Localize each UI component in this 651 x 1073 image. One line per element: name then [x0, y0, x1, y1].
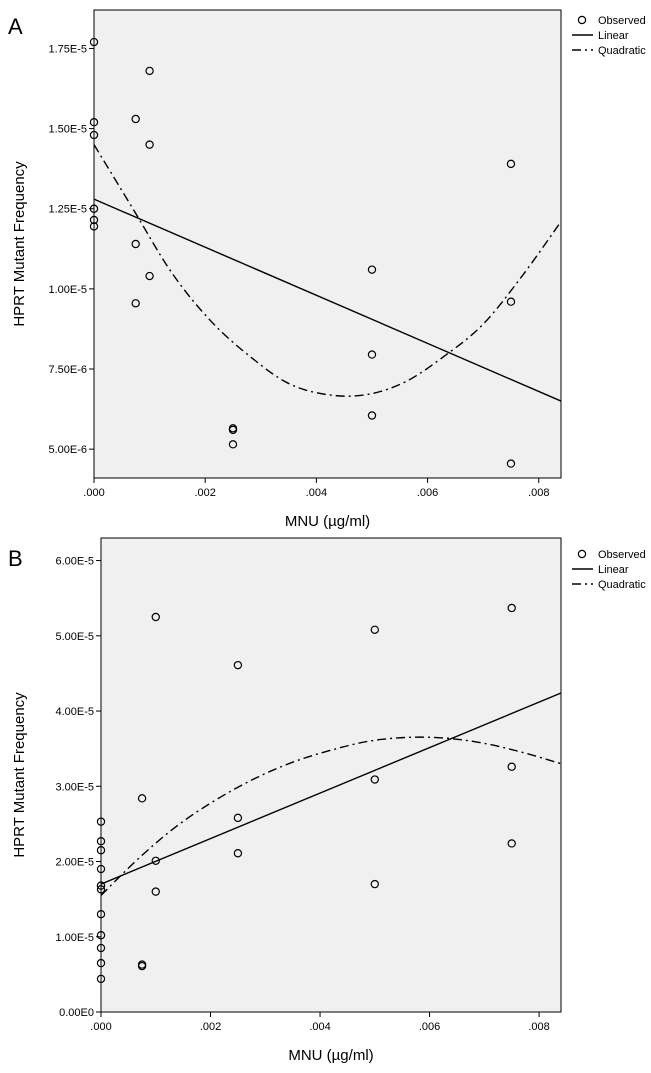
y-tick-label: 1.00E-5 [48, 284, 87, 296]
observed-point [228, 440, 238, 449]
legend-observed-marker [577, 549, 587, 559]
x-tick-label: .006 [419, 1021, 440, 1033]
observed-point [137, 794, 147, 803]
observed-point [367, 350, 377, 359]
observed-point [370, 625, 380, 634]
linear-fit-line [94, 198, 561, 402]
x-tick-label: .002 [194, 487, 215, 499]
plot-area [101, 538, 561, 1012]
panel-label: A [8, 14, 23, 39]
observed-point [507, 839, 516, 848]
panel-label: B [8, 546, 23, 571]
y-tick-label: 7.50E-6 [48, 364, 87, 376]
observed-point [131, 239, 140, 249]
observed-point [233, 849, 243, 858]
y-axis-title: HPRT Mutant Frequency [11, 161, 28, 327]
x-tick-label: .000 [83, 487, 104, 499]
plot-frame [100, 537, 562, 1013]
observed-point [131, 299, 140, 308]
y-tick-label: 4.00E-5 [55, 706, 94, 718]
y-tick-label: 1.75E-5 [48, 43, 87, 55]
observed-point [233, 813, 243, 823]
observed-point [370, 775, 380, 784]
y-tick-label: 5.00E-6 [48, 444, 87, 456]
legend-quadratic-label: Quadratic [598, 579, 646, 591]
observed-point [506, 297, 516, 306]
x-axis-title: MNU (µg/ml) [288, 1047, 373, 1064]
observed-point [228, 425, 238, 435]
y-tick-label: 6.00E-5 [55, 556, 94, 568]
panel-b: B .000 .002 .004 .006 .008 0.00E0 1.00E-5 2.00E-… [8, 537, 646, 1064]
x-tick-label: .004 [309, 1021, 330, 1033]
x-tick-label: .002 [200, 1021, 221, 1033]
observed-point [233, 660, 243, 670]
y-tick-label: 1.00E-5 [55, 932, 94, 944]
x-tick-label: .004 [306, 487, 327, 499]
observed-point [370, 879, 380, 889]
observed-point [145, 271, 154, 281]
observed-point [145, 66, 154, 76]
x-axis-title: MNU (µg/ml) [285, 513, 370, 530]
plot-frame [93, 9, 562, 479]
plot-area [94, 10, 561, 478]
observed-point [507, 762, 516, 771]
panel-a: A .000 .002 .004 .006 .008 5.00E-6 7.50E-6 1.00E… [8, 9, 646, 530]
legend-quadratic-label: Quadratic [598, 45, 646, 57]
observed-point [506, 459, 516, 468]
x-tick-label: .000 [90, 1021, 111, 1033]
observed-point [151, 887, 160, 896]
legend-observed-label: Observed [598, 549, 646, 561]
linear-fit-line [101, 692, 561, 885]
legend-linear-label: Linear [598, 564, 629, 576]
y-tick-label: 5.00E-5 [55, 631, 94, 643]
x-tick-label: .006 [417, 487, 438, 499]
y-tick-label: 1.50E-5 [48, 124, 87, 136]
observed-point [507, 603, 516, 613]
legend-observed-marker [577, 15, 587, 25]
x-tick-label: .008 [528, 487, 549, 499]
observed-point [145, 140, 154, 149]
legend-observed-label: Observed [598, 15, 646, 27]
y-tick-label: 3.00E-5 [55, 781, 94, 793]
quadratic-fit-line [101, 736, 561, 896]
y-tick-label: 0.00E0 [59, 1007, 94, 1019]
y-tick-label: 1.25E-5 [48, 204, 87, 216]
observed-point [137, 961, 147, 971]
observed-point [506, 159, 516, 169]
observed-point [151, 612, 160, 622]
legend-linear-label: Linear [598, 30, 629, 42]
y-axis-title: HPRT Mutant Frequency [11, 692, 28, 858]
legend: Observed Linear Quadratic [572, 549, 646, 591]
legend: Observed Linear Quadratic [572, 15, 646, 57]
observed-point [151, 856, 160, 865]
y-tick-label: 2.00E-5 [55, 857, 94, 869]
x-tick-label: .008 [528, 1021, 549, 1033]
observed-point [131, 114, 140, 124]
observed-point [367, 265, 377, 274]
observed-point [367, 411, 377, 420]
